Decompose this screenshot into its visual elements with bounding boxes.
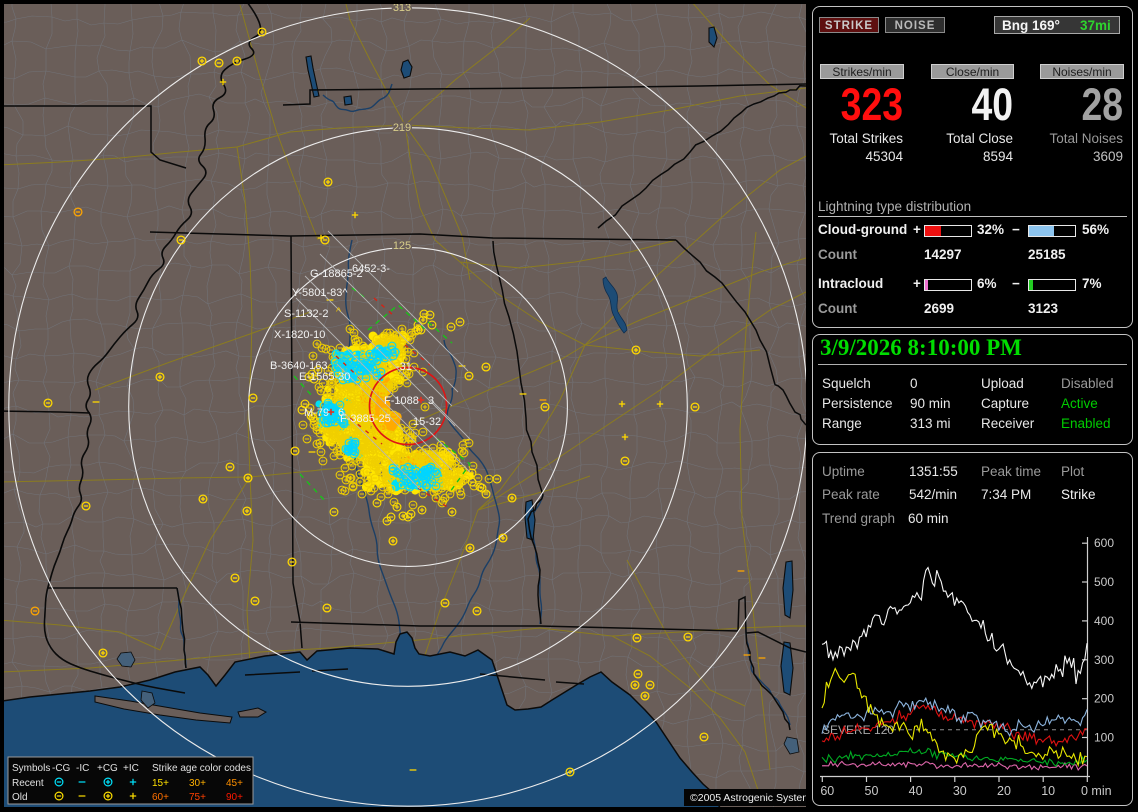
svg-text:30+: 30+ [189,778,206,789]
svg-text:75+: 75+ [189,792,206,803]
svg-text:400: 400 [1094,614,1114,628]
svg-text:Symbols: Symbols [12,763,50,774]
svg-text:F-3885-25: F-3885-25 [340,413,391,425]
svg-text:E-1565-30: E-1565-30 [299,371,350,383]
svg-text:-IC: -IC [76,763,89,774]
svg-text:SEVERE 120: SEVERE 120 [822,723,894,737]
svg-text:0 min: 0 min [1081,784,1112,798]
svg-text:100: 100 [1094,731,1114,745]
svg-text:500: 500 [1094,575,1114,589]
svg-text:15+: 15+ [152,778,169,789]
svg-text:50: 50 [865,784,879,798]
svg-text:-31: -31 [396,361,412,373]
svg-text:600: 600 [1094,536,1114,550]
svg-text:300: 300 [1094,653,1114,667]
svg-text:45+: 45+ [226,778,243,789]
svg-text:6: 6 [338,407,344,419]
svg-text:125: 125 [393,240,411,252]
svg-text:Y-5801-83^: Y-5801-83^ [292,287,348,299]
svg-text:30: 30 [953,784,967,798]
svg-text:10: 10 [1041,784,1055,798]
svg-text:X-1820-10: X-1820-10 [274,329,325,341]
svg-text:G-18865-2: G-18865-2 [310,268,363,280]
svg-text:©2005 Astrogenic Systems: ©2005 Astrogenic Systems [690,792,806,804]
svg-text:60+: 60+ [152,792,169,803]
svg-text:^: ^ [336,306,342,318]
svg-text:+CG: +CG [97,763,118,774]
svg-text:60: 60 [820,784,834,798]
svg-text:Strike age color codes: Strike age color codes [152,763,251,774]
svg-text:219: 219 [393,122,411,134]
svg-text:+IC: +IC [123,763,139,774]
svg-text:15-32: 15-32 [413,416,441,428]
svg-text:B-3640-163: B-3640-163 [270,360,328,372]
svg-text:20: 20 [997,784,1011,798]
svg-text:Recent: Recent [12,778,44,789]
svg-text:Old: Old [12,792,28,803]
svg-text:200: 200 [1094,692,1114,706]
svg-text:F-1088: F-1088 [384,395,419,407]
svg-text:M-79: M-79 [304,407,329,419]
svg-text:90+: 90+ [226,792,243,803]
svg-text:6452-3-: 6452-3- [352,263,390,275]
svg-text:3: 3 [428,395,434,407]
svg-text:S-1132-2: S-1132-2 [284,308,328,320]
svg-text:40: 40 [909,784,923,798]
svg-text:-CG: -CG [52,763,71,774]
svg-text:313: 313 [393,4,411,14]
